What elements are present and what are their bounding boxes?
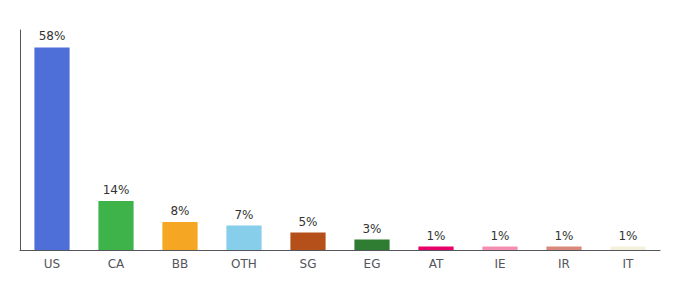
svg-text:3%: 3%	[362, 222, 381, 236]
svg-text:1%: 1%	[554, 229, 573, 243]
svg-text:IR: IR	[558, 257, 570, 271]
svg-text:7%: 7%	[234, 208, 253, 222]
svg-text:58%: 58%	[39, 29, 66, 43]
svg-text:1%: 1%	[426, 229, 445, 243]
svg-text:EG: EG	[364, 257, 381, 271]
svg-text:BB: BB	[172, 257, 188, 271]
svg-text:8%: 8%	[170, 204, 189, 218]
svg-text:1%: 1%	[618, 229, 637, 243]
svg-text:IT: IT	[623, 257, 635, 271]
svg-text:1%: 1%	[490, 229, 509, 243]
svg-text:US: US	[44, 257, 60, 271]
svg-text:AT: AT	[429, 257, 444, 271]
svg-text:14%: 14%	[103, 183, 130, 197]
svg-text:SG: SG	[300, 257, 317, 271]
svg-text:CA: CA	[108, 257, 125, 271]
svg-text:IE: IE	[494, 257, 505, 271]
svg-text:5%: 5%	[298, 215, 317, 229]
svg-text:OTH: OTH	[231, 257, 257, 271]
